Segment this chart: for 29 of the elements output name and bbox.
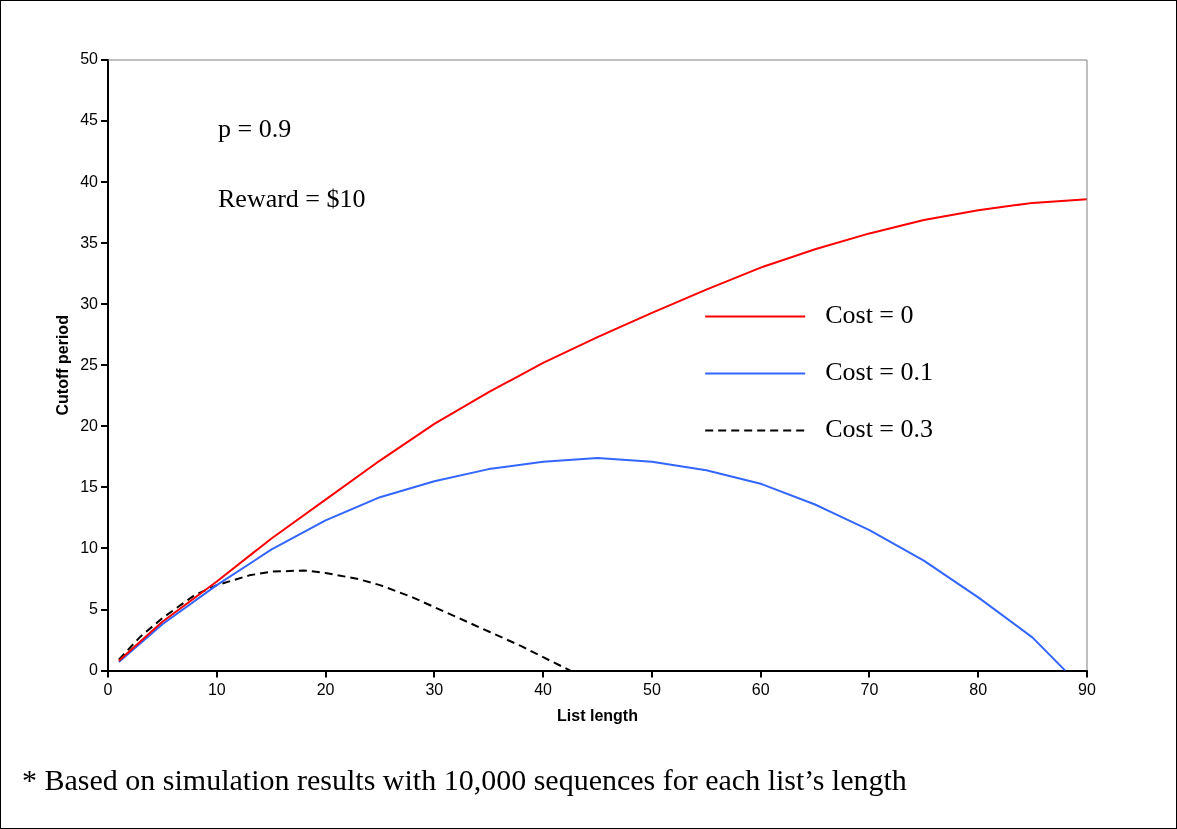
y-tick-label: 15	[80, 477, 99, 495]
x-tick-label: 80	[969, 680, 988, 698]
x-tick-label: 60	[751, 680, 770, 698]
annotation: p = 0.9	[218, 113, 292, 143]
legend-label: Cost = 0	[825, 300, 914, 330]
y-tick-label: 10	[80, 538, 99, 556]
y-tick-label: 25	[80, 355, 99, 373]
annotation: Reward = $10	[218, 183, 366, 213]
x-tick-label: 40	[534, 680, 553, 698]
y-tick-label: 50	[80, 50, 99, 68]
y-tick-label: 40	[80, 172, 99, 190]
x-axis-title: List length	[557, 706, 638, 724]
x-tick-label: 10	[207, 680, 226, 698]
y-tick-label: 30	[80, 294, 99, 312]
legend-label: Cost = 0.3	[825, 414, 934, 444]
x-tick-label: 20	[316, 680, 335, 698]
y-tick-label: 0	[89, 661, 99, 679]
x-tick-label: 0	[103, 680, 113, 698]
x-tick-label: 50	[642, 680, 661, 698]
x-tick-label: 70	[860, 680, 879, 698]
x-tick-label: 90	[1078, 680, 1096, 698]
y-tick-label: 20	[80, 416, 99, 434]
y-tick-label: 45	[80, 111, 99, 129]
x-tick-label: 30	[425, 680, 444, 698]
y-tick-label: 35	[80, 233, 99, 251]
y-tick-label: 5	[89, 599, 99, 617]
text: * Based on simulation results with 10,000 sequences for each list’s length	[22, 763, 907, 797]
y-axis-title: Cutoff period	[54, 315, 72, 416]
legend-label: Cost = 0.1	[825, 357, 934, 387]
